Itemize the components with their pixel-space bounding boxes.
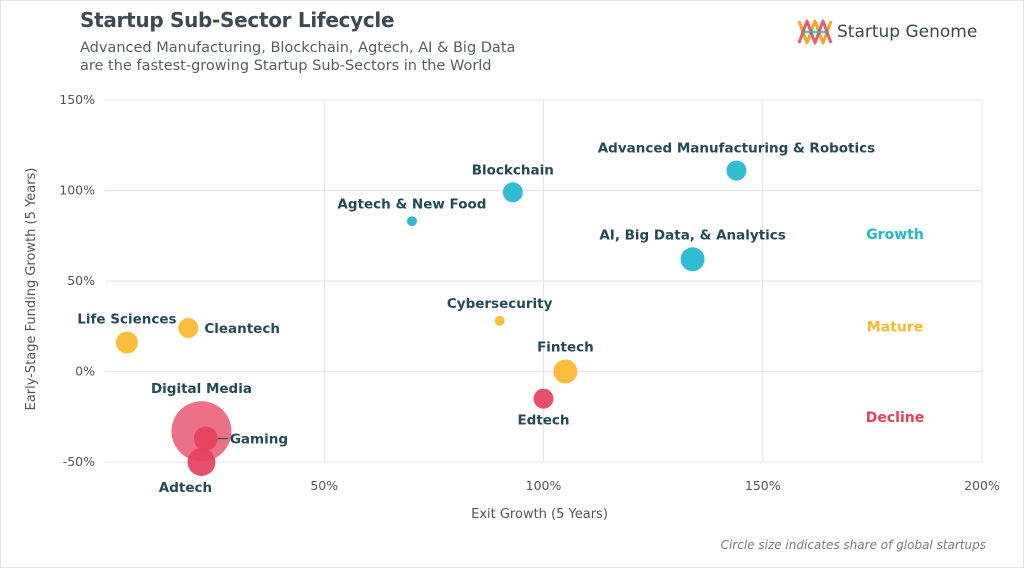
y-axis-label: Early-Stage Funding Growth (5 Years) <box>24 168 39 411</box>
logo-text: Startup Genome <box>837 22 978 42</box>
label-blockchain: Blockchain <box>472 162 554 178</box>
point-gaming <box>193 426 218 451</box>
point-blockchain <box>502 182 523 203</box>
x-tick-label: 100% <box>526 478 562 493</box>
zone-label-growth: Growth <box>866 227 924 243</box>
point-advanced-manufacturing-robotics <box>726 160 747 181</box>
label-fintech: Fintech <box>537 340 594 356</box>
point-cleantech <box>178 318 199 339</box>
point-adtech <box>187 448 216 476</box>
point-layer <box>115 160 747 476</box>
x-tick-label: 50% <box>310 478 338 493</box>
zone-label-mature: Mature <box>867 319 923 335</box>
x-tick-label: 200% <box>964 478 1000 493</box>
y-tick-label: 150% <box>59 92 95 107</box>
zone-label-decline: Decline <box>866 410 924 426</box>
zone-layer: Growth Mature Decline <box>866 227 924 426</box>
label-adtech: Adtech <box>159 480 212 496</box>
subtitle-line-1: Advanced Manufacturing, Blockchain, Agte… <box>80 40 516 56</box>
label-layer: Advanced Manufacturing & Robotics Blockch… <box>77 141 875 496</box>
startup-genome-logo: Startup Genome <box>797 14 977 50</box>
y-tick-label: 50% <box>67 273 95 288</box>
label-cleantech: Cleantech <box>204 321 280 337</box>
label-digital-media: Digital Media <box>151 381 252 397</box>
label-cybersecurity: Cybersecurity <box>447 296 553 312</box>
label-agtech-new-food: Agtech & New Food <box>337 196 486 212</box>
y-tick-label: 100% <box>59 183 95 198</box>
y-tick-label: -50% <box>63 454 95 469</box>
tick-layer: -50% 0% 50% 100% 150% 50% 100% 150% 200% <box>59 92 1000 493</box>
y-tick-label: 0% <box>75 364 95 379</box>
grid-layer <box>105 99 983 463</box>
point-cybersecurity <box>494 315 505 326</box>
footnote: Circle size indicates share of global st… <box>720 538 986 552</box>
label-advanced-manufacturing-robotics: Advanced Manufacturing & Robotics <box>598 141 875 157</box>
startup-genome-logo-icon <box>797 19 833 45</box>
label-ai-big-data-analytics: AI, Big Data, & Analytics <box>599 227 785 243</box>
label-life-sciences: Life Sciences <box>77 312 176 328</box>
point-agtech-new-food <box>406 216 417 227</box>
point-ai-big-data-analytics <box>680 247 705 272</box>
chart-title: Startup Sub-Sector Lifecycle <box>80 8 395 32</box>
x-axis-label: Exit Growth (5 Years) <box>471 507 608 522</box>
point-edtech <box>533 388 554 409</box>
label-edtech: Edtech <box>517 413 569 429</box>
point-fintech <box>553 359 578 384</box>
x-tick-label: 150% <box>745 478 781 493</box>
label-gaming: Gaming <box>230 431 288 447</box>
chart-subtitle: Advanced Manufacturing, Blockchain, Agte… <box>80 39 600 75</box>
subtitle-line-2: are the fastest-growing Startup Sub-Sect… <box>80 58 492 74</box>
point-life-sciences <box>115 331 138 354</box>
